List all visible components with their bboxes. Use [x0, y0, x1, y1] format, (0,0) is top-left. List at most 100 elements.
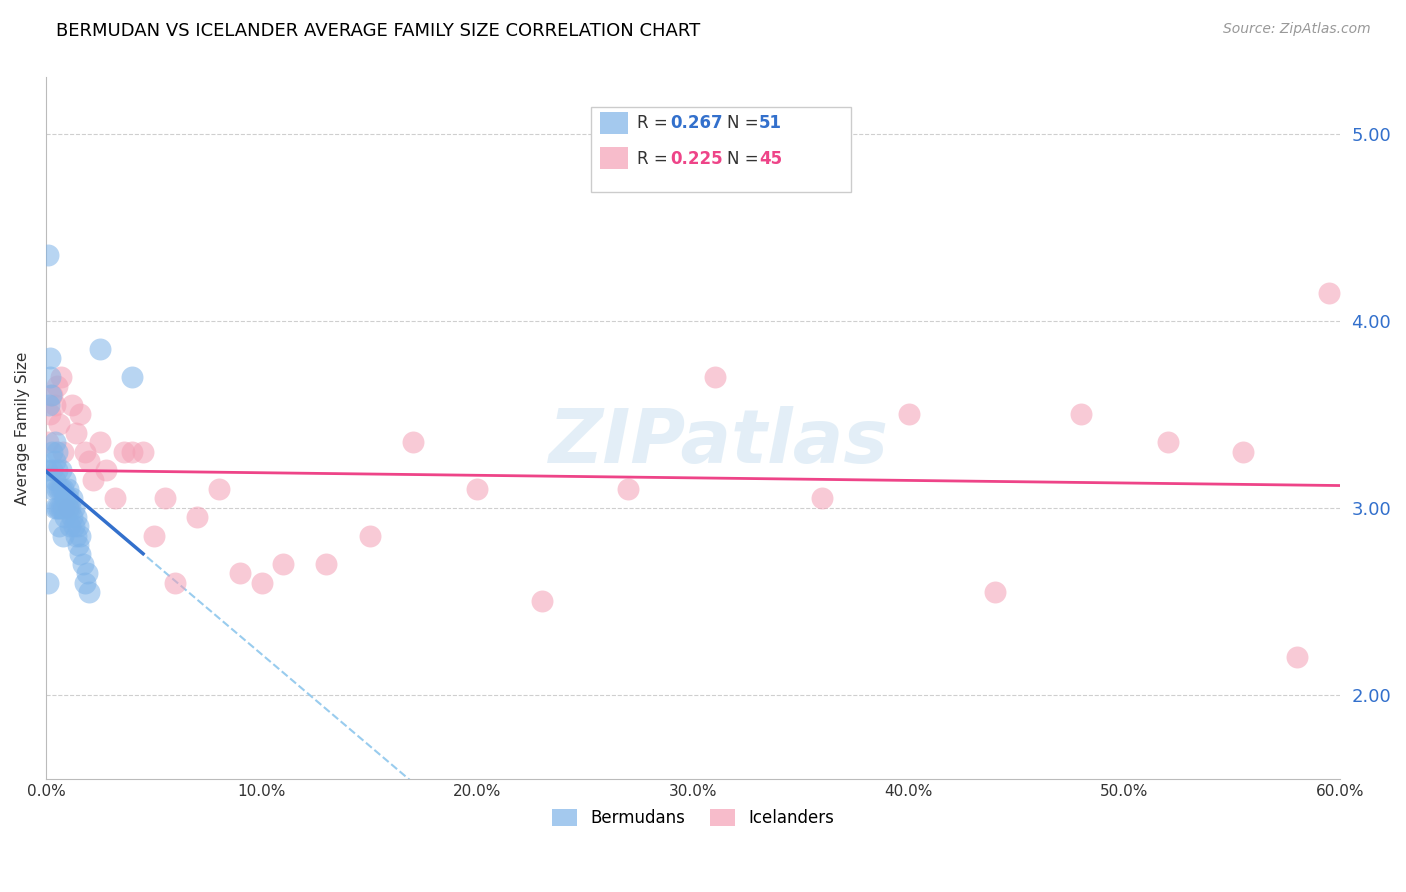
Point: [63, 519, 86, 533]
Legend: Bermudans, Icelanders: Bermudans, Icelanders: [546, 802, 841, 834]
Point: [82, 473, 104, 487]
Point: [56, 500, 79, 515]
Point: [897, 407, 920, 421]
Point: [77, 585, 100, 599]
Point: [39, 351, 62, 365]
Point: [531, 594, 554, 608]
Point: [45, 379, 67, 393]
Point: [315, 557, 337, 571]
Point: [984, 585, 1007, 599]
Point: [38, 398, 60, 412]
Point: [69, 548, 91, 562]
Point: [359, 529, 381, 543]
Point: [56, 482, 79, 496]
Point: [121, 444, 143, 458]
Point: [55, 491, 77, 506]
Text: 51: 51: [759, 114, 782, 132]
Point: [49, 500, 72, 515]
Point: [52, 529, 75, 543]
Point: [44, 398, 66, 412]
Point: [59, 519, 82, 533]
Point: [45, 500, 67, 515]
Point: [142, 529, 165, 543]
Point: [55, 510, 77, 524]
Point: [69, 529, 91, 543]
Point: [39, 407, 62, 421]
Point: [69, 407, 91, 421]
Text: 45: 45: [759, 150, 782, 168]
Point: [52, 500, 75, 515]
Point: [73, 444, 96, 458]
Point: [45, 463, 67, 477]
Text: N =: N =: [727, 114, 763, 132]
Point: [56, 491, 79, 506]
Point: [77, 454, 100, 468]
Point: [271, 557, 294, 571]
Point: [1156, 435, 1178, 450]
Point: [153, 491, 176, 506]
Point: [65, 425, 87, 440]
Text: 0.225: 0.225: [671, 150, 723, 168]
Point: [65, 529, 87, 543]
Point: [467, 482, 489, 496]
Point: [60, 510, 83, 524]
Point: [41, 482, 63, 496]
Point: [39, 369, 62, 384]
Point: [229, 566, 252, 581]
Point: [45, 482, 67, 496]
Point: [41, 388, 63, 402]
Point: [165, 575, 187, 590]
Point: [49, 482, 72, 496]
Point: [112, 444, 135, 458]
Point: [44, 435, 66, 450]
Point: [45, 444, 67, 458]
Point: [48, 417, 70, 431]
Point: [49, 463, 72, 477]
Point: [37, 435, 59, 450]
Point: [1317, 285, 1340, 300]
Point: [52, 444, 75, 458]
Point: [811, 491, 834, 506]
Text: N =: N =: [727, 150, 763, 168]
Point: [59, 500, 82, 515]
Point: [121, 369, 143, 384]
Point: [65, 510, 87, 524]
Point: [89, 342, 111, 356]
Point: [73, 575, 96, 590]
Point: [1285, 650, 1308, 665]
Point: [60, 398, 83, 412]
Point: [401, 435, 423, 450]
Point: [44, 473, 66, 487]
Point: [186, 510, 208, 524]
Point: [63, 500, 86, 515]
Point: [207, 482, 229, 496]
Point: [48, 500, 70, 515]
Point: [44, 454, 66, 468]
Point: [89, 435, 111, 450]
Point: [55, 500, 77, 515]
Point: [132, 444, 155, 458]
Point: [35, 463, 58, 477]
Point: [41, 444, 63, 458]
Point: [1232, 444, 1254, 458]
Point: [56, 500, 79, 515]
Point: [76, 566, 98, 581]
Text: R =: R =: [637, 150, 673, 168]
Point: [67, 538, 90, 552]
Point: [72, 557, 94, 571]
Y-axis label: Average Family Size: Average Family Size: [15, 351, 30, 505]
Point: [67, 519, 90, 533]
Point: [37, 575, 59, 590]
Text: 0.267: 0.267: [671, 114, 723, 132]
Text: ZIPatlas: ZIPatlas: [548, 406, 889, 479]
Point: [49, 369, 72, 384]
Point: [52, 482, 75, 496]
Point: [703, 369, 725, 384]
Point: [41, 388, 63, 402]
Point: [60, 491, 83, 506]
Point: [37, 248, 59, 262]
Point: [96, 463, 118, 477]
Point: [1070, 407, 1092, 421]
Point: [48, 482, 70, 496]
Text: R =: R =: [637, 114, 673, 132]
